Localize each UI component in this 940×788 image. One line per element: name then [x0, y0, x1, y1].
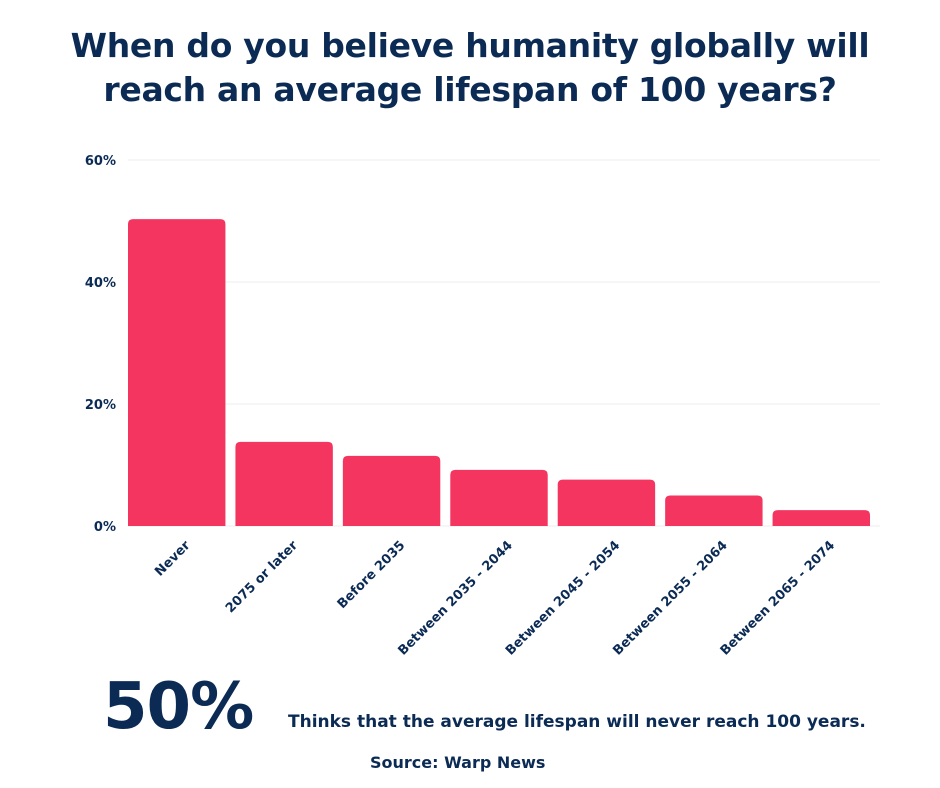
x-tick-label: Between 2035 - 2044	[395, 538, 515, 658]
y-tick-label: 40%	[85, 276, 116, 291]
x-tick-label: Before 2035	[335, 538, 409, 612]
y-tick-label: 20%	[85, 398, 116, 413]
chart-title: When do you believe humanity globally wi…	[70, 26, 870, 109]
x-tick-label: Between 2045 - 2054	[503, 538, 623, 658]
source-note: Source: Warp News	[370, 753, 546, 772]
bar	[342, 455, 441, 526]
y-tick-label: 60%	[85, 154, 116, 169]
highlight-value: 50%	[103, 670, 254, 744]
bar-chart: 0% 20% 40% 60% Never 2075 or later Before 2035…	[85, 154, 880, 659]
bar	[128, 219, 226, 527]
bar	[450, 469, 548, 526]
bar	[557, 479, 656, 526]
x-tick-label: Between 2065 - 2074	[718, 538, 838, 658]
x-tick-label: Never	[152, 538, 194, 580]
y-tick-label: 0%	[94, 520, 116, 535]
bar	[772, 510, 870, 526]
x-tick-label: Between 2055 - 2064	[610, 538, 730, 658]
x-tick-label: 2075 or later	[223, 538, 301, 616]
bar	[235, 441, 333, 526]
bar	[665, 495, 763, 526]
highlight-caption: Thinks that the average lifespan will ne…	[288, 712, 866, 732]
